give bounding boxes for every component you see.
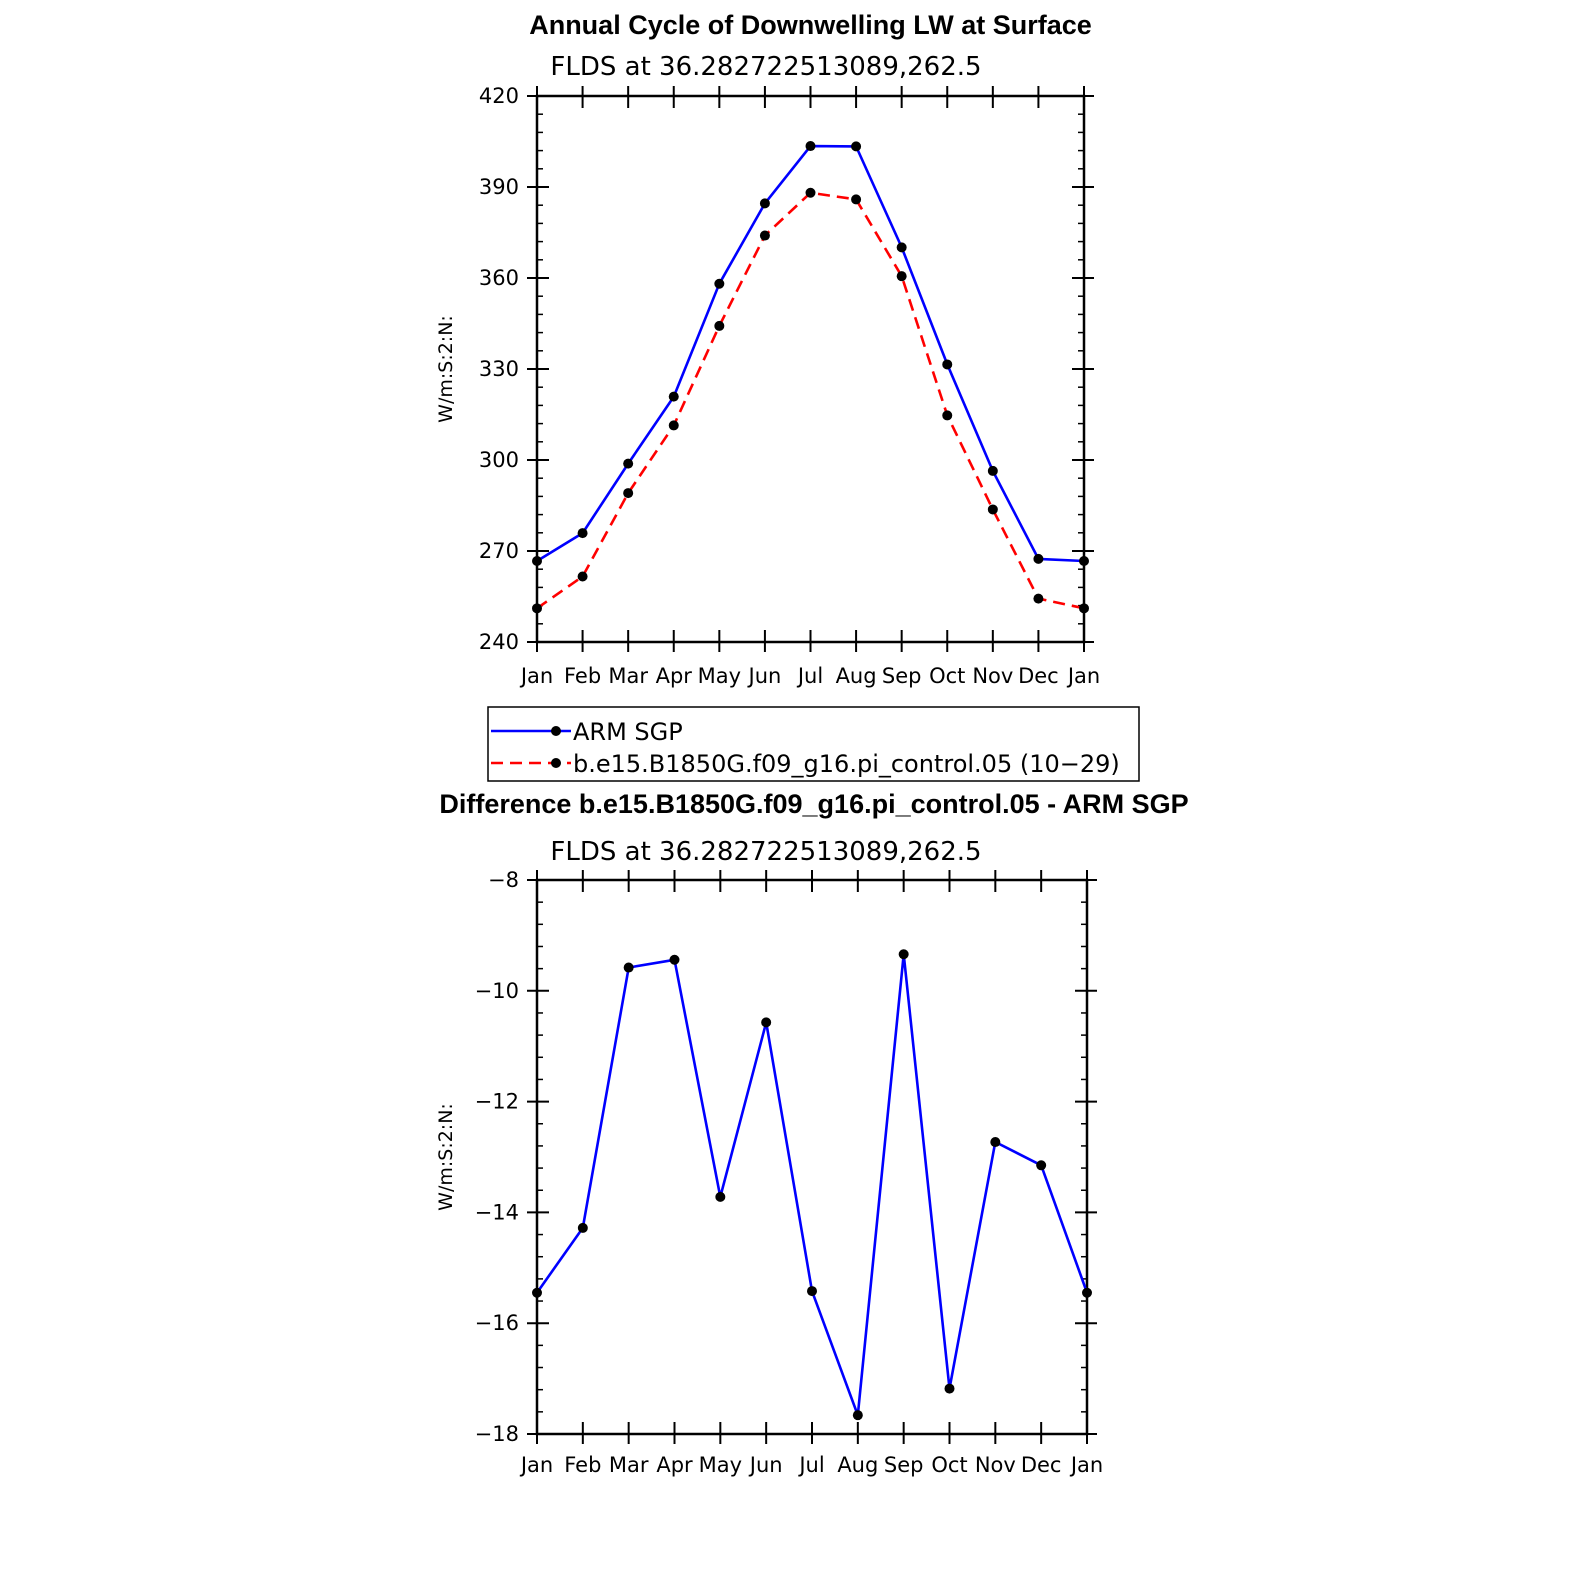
x-tick-label: Aug [836, 664, 877, 688]
y-axis-label: W/m:S:2:N: [435, 315, 457, 423]
data-point [1079, 603, 1089, 614]
data-point [1036, 1160, 1047, 1171]
data-point [1082, 1287, 1092, 1298]
x-tick-label: Sep [882, 664, 922, 688]
data-point [851, 141, 862, 152]
x-tick-label: Jun [748, 1453, 783, 1477]
y-tick-label: 240 [479, 630, 519, 654]
data-point [577, 528, 588, 539]
x-tick-label: Jan [519, 664, 553, 688]
data-point [623, 488, 634, 499]
data-point [623, 458, 634, 469]
data-point [805, 187, 816, 198]
legend-label: ARM SGP [573, 718, 683, 746]
data-point [532, 556, 542, 567]
data-point [759, 198, 770, 209]
x-tick-label: Mar [609, 1453, 649, 1477]
chart-2: Difference b.e15.B1850G.f09_g16.pi_contr… [435, 789, 1189, 1477]
y-tick-label: 360 [479, 266, 519, 290]
x-tick-label: Sep [884, 1453, 924, 1477]
x-tick-label: Oct [931, 1453, 967, 1477]
data-point [1033, 593, 1044, 604]
data-point [896, 242, 907, 253]
x-tick-label: Jan [1069, 1453, 1103, 1477]
plot-frame [535, 94, 1086, 644]
x-tick-label: May [699, 1453, 742, 1477]
data-point [532, 1287, 542, 1298]
data-point [577, 571, 588, 582]
x-tick-label: Nov [972, 664, 1013, 688]
data-point [990, 1137, 1001, 1148]
chart-title: Difference b.e15.B1850G.f09_g16.pi_contr… [439, 789, 1188, 819]
data-point [714, 278, 725, 289]
x-tick-label: Aug [837, 1453, 878, 1477]
chart-subtitle: FLDS at 36.282722513089,262.5 [550, 52, 981, 82]
x-tick-label: Jan [519, 1453, 553, 1477]
data-point [805, 141, 816, 152]
data-point [987, 504, 998, 515]
chart-subtitle: FLDS at 36.282722513089,262.5 [550, 837, 981, 867]
data-point [944, 1383, 955, 1394]
x-tick-label: Jul [797, 1453, 824, 1477]
data-point [623, 962, 634, 973]
x-tick-label: Apr [656, 664, 693, 688]
y-tick-label: 270 [479, 539, 519, 563]
data-point [807, 1286, 817, 1297]
y-tick-label: 390 [479, 175, 519, 199]
y-tick-label: −18 [475, 1422, 519, 1446]
data-point [759, 230, 770, 241]
data-point [532, 603, 542, 614]
data-point [668, 420, 679, 431]
x-tick-label: Nov [975, 1453, 1016, 1477]
y-tick-label: −14 [475, 1200, 519, 1224]
x-tick-label: Jun [747, 664, 782, 688]
x-tick-label: Jan [1066, 664, 1100, 688]
series-line-1 [535, 952, 1089, 1417]
x-tick-label: Apr [656, 1453, 693, 1477]
x-tick-label: May [698, 664, 741, 688]
x-tick-label: Oct [929, 664, 965, 688]
data-point [851, 194, 862, 205]
y-axis-label: W/m:S:2:N: [435, 1103, 457, 1211]
series-line-2 [536, 191, 1085, 610]
data-point [761, 1017, 772, 1028]
data-point [715, 1191, 726, 1202]
legend-swatch-marker [551, 758, 561, 768]
data-point [1033, 553, 1044, 564]
data-point [577, 1222, 588, 1233]
x-tick-label: Jul [796, 664, 823, 688]
legend: ARM SGP b.e15.B1850G.f09_g16.pi_control.0… [487, 706, 1140, 782]
x-tick-label: Feb [564, 1453, 601, 1477]
data-point [942, 359, 953, 370]
data-point [1079, 556, 1089, 567]
data-point [987, 465, 998, 476]
y-tick-label: −8 [488, 868, 519, 892]
series-line-1 [536, 144, 1085, 563]
y-tick-label: −12 [475, 1090, 519, 1114]
data-point [942, 410, 953, 421]
data-point [668, 391, 679, 402]
y-tick-label: −16 [475, 1311, 519, 1335]
data-point [669, 954, 680, 965]
data-point [898, 949, 909, 960]
y-tick-label: 330 [479, 357, 519, 381]
y-tick-label: 300 [479, 448, 519, 472]
x-tick-label: Dec [1021, 1453, 1062, 1477]
legend-label: b.e15.B1850G.f09_g16.pi_control.05 (10−2… [573, 750, 1120, 778]
x-tick-label: Dec [1018, 664, 1059, 688]
data-point [714, 320, 725, 331]
plot-frame [535, 878, 1089, 1436]
x-tick-label: Mar [608, 664, 648, 688]
legend-swatch-marker [551, 726, 561, 736]
legend-box [487, 706, 1140, 782]
chart-title: Annual Cycle of Downwelling LW at Surfac… [529, 10, 1092, 40]
y-tick-label: −10 [475, 979, 519, 1003]
chart-1: Annual Cycle of Downwelling LW at Surfac… [435, 10, 1140, 782]
data-point [896, 271, 907, 282]
x-tick-label: Feb [564, 664, 601, 688]
data-point [852, 1410, 863, 1421]
y-tick-label: 420 [479, 84, 519, 108]
